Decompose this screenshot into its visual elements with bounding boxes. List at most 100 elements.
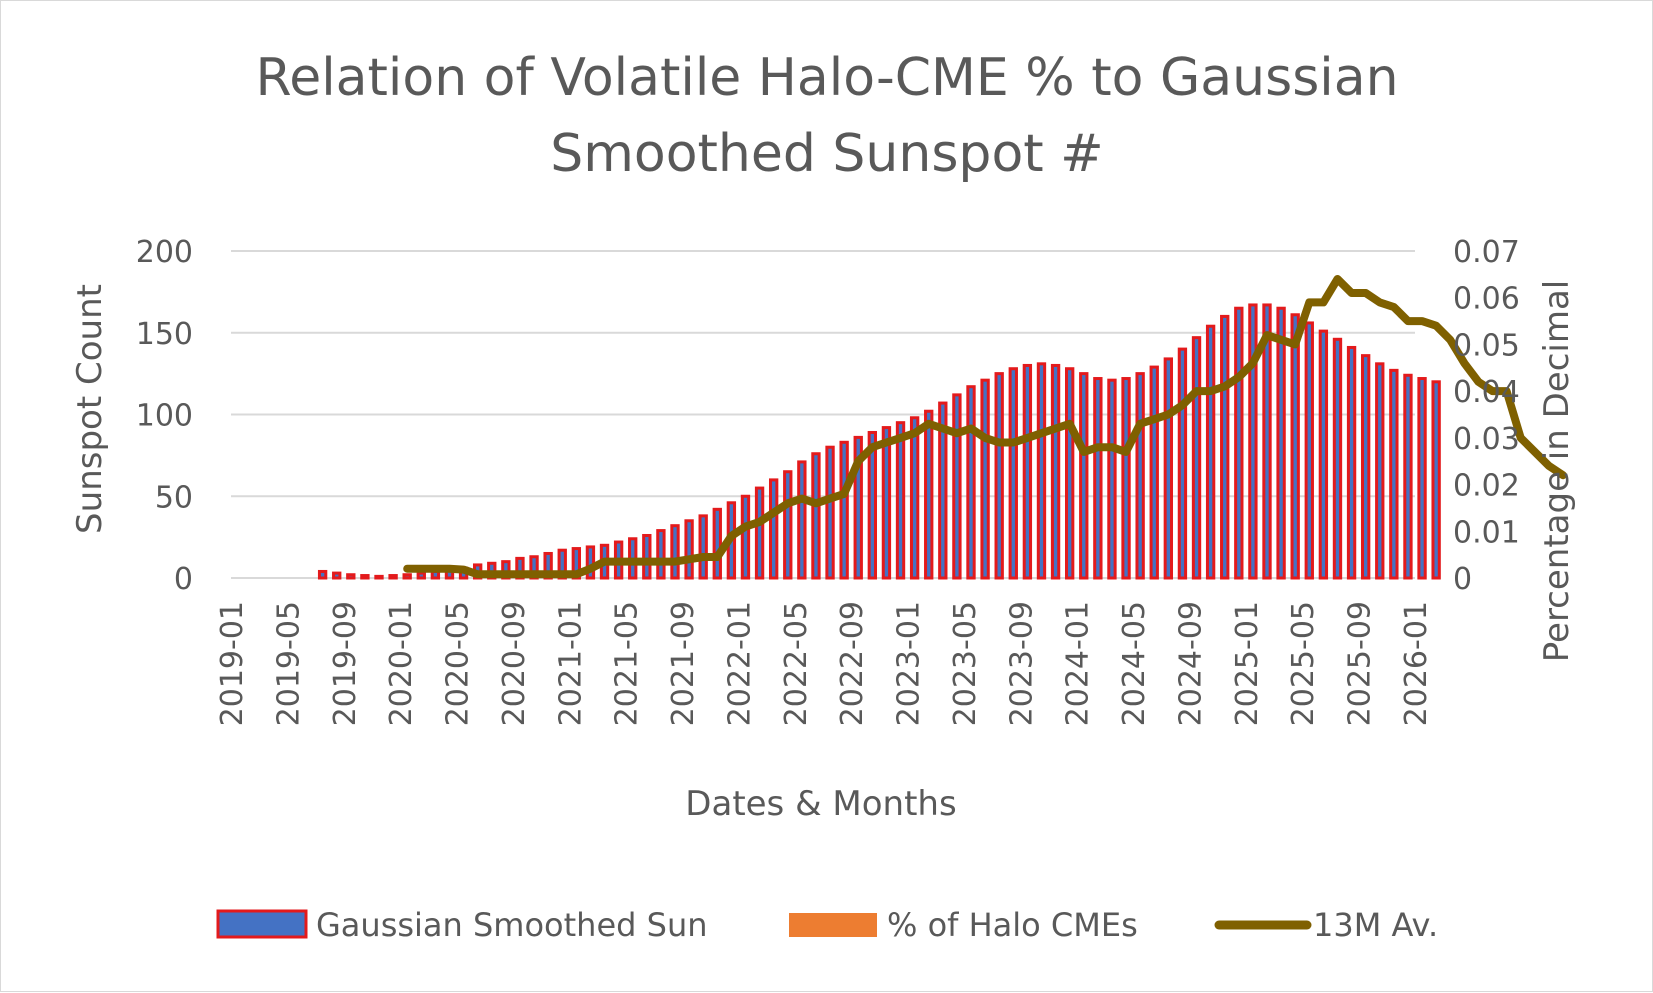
legend-label-13m-av: 13M Av. [1313, 906, 1438, 944]
bar [938, 401, 948, 580]
x-axis-title: Dates & Months [685, 784, 956, 824]
y2-tick-label: 0.06 [1453, 282, 1520, 317]
x-tick-label: 2019-05 [271, 601, 306, 726]
x-tick-label: 2025-05 [1286, 601, 1321, 726]
y2-axis-ticks: 0 0.01 0.02 0.03 0.04 0.05 0.06 0.07 [1453, 235, 1520, 597]
x-tick-label: 2020-01 [384, 601, 419, 726]
bar [656, 529, 666, 580]
x-tick-label: 2024-05 [1117, 601, 1152, 726]
y-axis-title: Sunspot Count [70, 284, 110, 534]
bar [797, 460, 807, 580]
bar [1205, 324, 1216, 580]
bar [1332, 337, 1343, 580]
bar [1403, 373, 1413, 580]
y2-tick-label: 0.02 [1453, 469, 1520, 504]
bar [1318, 329, 1329, 580]
x-tick-label: 2022-09 [835, 601, 870, 726]
x-tick-label: 2023-05 [948, 601, 983, 726]
bar [1036, 362, 1047, 580]
y2-tick-label: 0.01 [1453, 515, 1520, 550]
y2-tick-label: 0 [1453, 562, 1472, 597]
line-series [403, 275, 1567, 579]
y2-axis-title: Percentage in Decimal [1537, 280, 1577, 663]
bar [825, 445, 835, 580]
bar [642, 533, 652, 580]
bar [811, 452, 821, 580]
y-tick-label: 150 [136, 317, 193, 352]
x-tick-label: 2021-01 [553, 601, 588, 726]
bar [754, 486, 765, 580]
bar [1064, 367, 1075, 580]
bar [1121, 377, 1131, 580]
legend-swatch-halo-cmes [789, 913, 877, 937]
y2-tick-label: 0.07 [1453, 235, 1520, 270]
bar [332, 571, 342, 580]
bar [1360, 354, 1371, 580]
bar [698, 514, 708, 580]
bar [388, 574, 398, 580]
grid-lines [231, 250, 1415, 579]
bar [416, 571, 426, 580]
x-tick-label: 2022-05 [779, 601, 814, 726]
bar [1431, 380, 1441, 580]
chart-title-line-2: Smoothed Sunspot # [550, 124, 1104, 184]
bar [966, 385, 976, 580]
bar [980, 378, 990, 580]
chart-title-line-1: Relation of Volatile Halo-CME % to Gauss… [255, 48, 1398, 108]
bar [783, 470, 793, 580]
bar [1163, 357, 1174, 580]
y2-tick-label: 0.04 [1453, 375, 1520, 410]
x-tick-label: 2025-09 [1343, 601, 1378, 726]
x-tick-label: 2020-05 [441, 601, 476, 726]
bar [1022, 363, 1033, 580]
x-tick-label: 2019-01 [215, 601, 250, 726]
bar [374, 574, 384, 580]
bar [670, 524, 680, 580]
y2-tick-label: 0.03 [1453, 422, 1520, 457]
bar [1191, 336, 1202, 580]
bar [1389, 368, 1399, 580]
bar-series [317, 303, 1441, 580]
bar [924, 409, 934, 580]
line-13m-av [403, 275, 1567, 579]
bar [1304, 321, 1314, 580]
bar [1234, 306, 1244, 580]
bar [1262, 303, 1272, 580]
x-tick-label: 2023-01 [892, 601, 927, 726]
bar [1079, 372, 1089, 580]
x-tick-label: 2025-01 [1230, 601, 1265, 726]
y-tick-label: 200 [136, 235, 193, 270]
bar [585, 545, 596, 580]
x-tick-label: 2020-09 [497, 601, 532, 726]
bar [740, 494, 751, 580]
legend-swatch-gaussian [216, 909, 308, 939]
x-axis-ticks: 2019-01 2019-05 2019-09 2020-01 2020-05 2020-… [215, 601, 1434, 726]
x-tick-label: 2024-09 [1173, 601, 1208, 726]
bar [768, 478, 779, 580]
bar [1417, 377, 1427, 580]
y-tick-label: 0 [174, 562, 193, 597]
bar [1149, 365, 1159, 580]
bar [867, 430, 878, 580]
bar [1375, 362, 1385, 580]
bar [1107, 378, 1117, 580]
x-tick-label: 2024-01 [1061, 601, 1096, 726]
bar [1050, 363, 1061, 580]
x-tick-label: 2023-09 [1004, 601, 1039, 726]
bar [839, 440, 849, 580]
x-tick-label: 2022-01 [722, 601, 757, 726]
bar [1248, 303, 1258, 580]
bar [881, 426, 892, 580]
x-tick-label: 2021-05 [610, 601, 645, 726]
y2-tick-label: 0.05 [1453, 328, 1520, 363]
bar [346, 573, 356, 580]
legend: Gaussian Smoothed Sun % of Halo CMEs 13M… [216, 906, 1438, 944]
bar [402, 573, 412, 580]
bar [853, 435, 863, 580]
y-axis-ticks: 0 50 100 150 200 [136, 235, 193, 597]
bar [317, 569, 328, 580]
bar [1276, 306, 1286, 580]
bar [1346, 345, 1357, 580]
